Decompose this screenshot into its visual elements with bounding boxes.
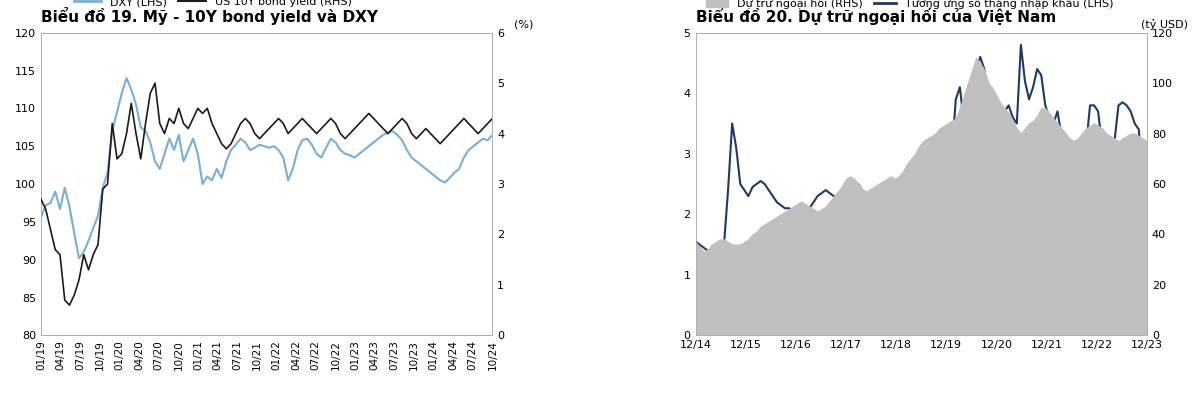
Legend: Dự trữ ngoại hối (RHS), Tương ứng số tháng nhập khẩu (LHS): Dự trữ ngoại hối (RHS), Tương ứng số thá…	[701, 0, 1117, 13]
Text: (%): (%)	[514, 20, 533, 30]
Legend: DXY (LHS), US 10Y bond yield (RHS): DXY (LHS), US 10Y bond yield (RHS)	[70, 0, 356, 12]
Text: Biểu đồ 20. Dự trữ ngoại hối của Việt Nam: Biểu đồ 20. Dự trữ ngoại hối của Việt Na…	[696, 7, 1056, 25]
Text: (tỷ USD): (tỷ USD)	[1140, 19, 1188, 30]
Text: Biểu đồ 19. Mỹ - 10Y bond yield và DXY: Biểu đồ 19. Mỹ - 10Y bond yield và DXY	[41, 7, 378, 25]
